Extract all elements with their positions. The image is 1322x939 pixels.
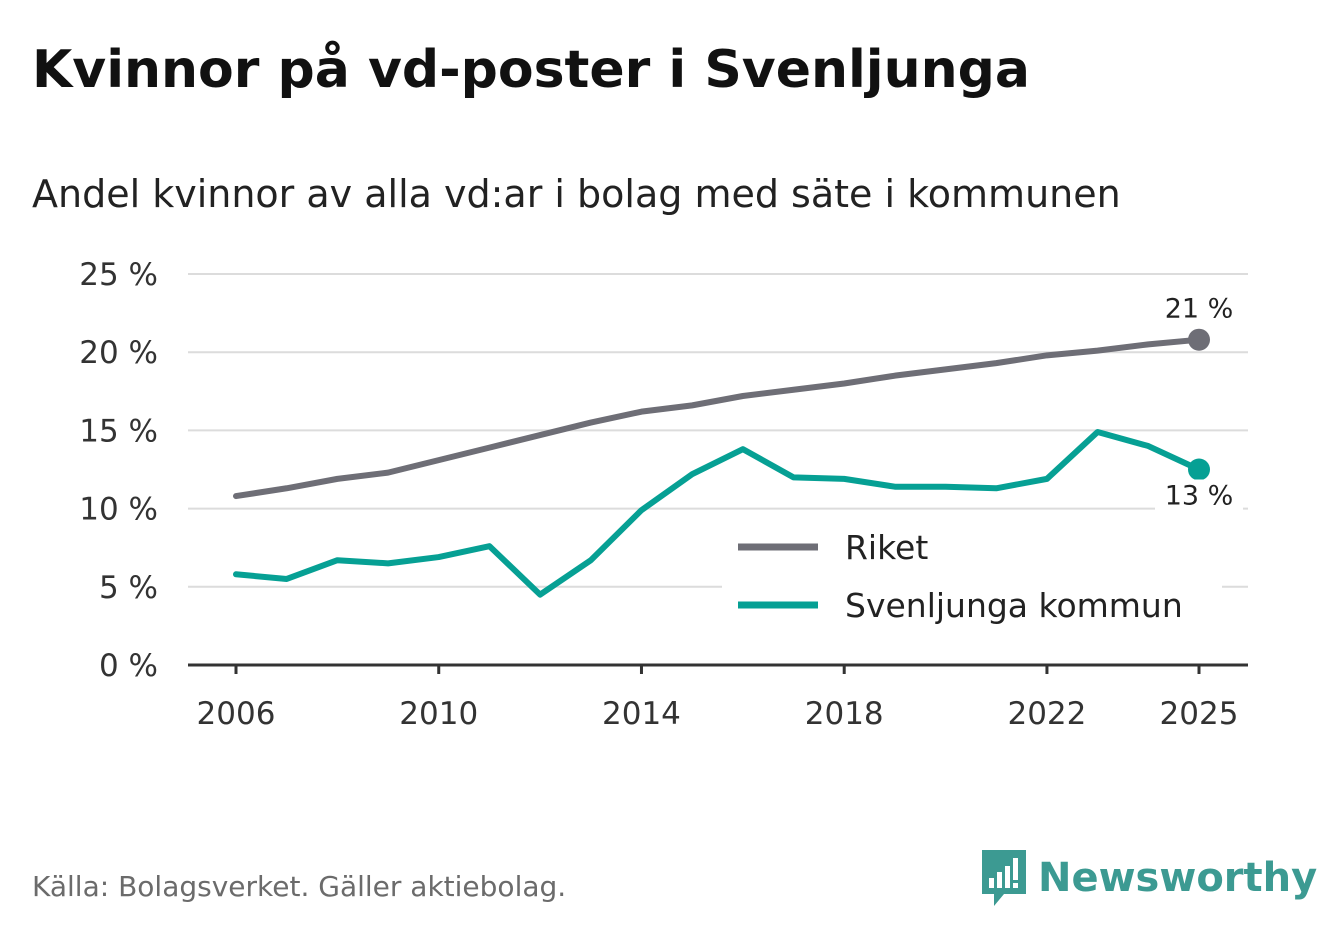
x-tick-label: 2006 — [197, 696, 276, 732]
brand-logo[interactable]: Newsworthy — [980, 848, 1317, 908]
x-axis-ticks: 2006 2010 2014 2018 2022 2025 — [188, 663, 1248, 732]
x-tick-label: 2014 — [602, 696, 681, 732]
legend-box — [722, 519, 1222, 631]
y-tick-label: 10 % — [79, 492, 158, 528]
series-end-point — [1188, 328, 1210, 351]
x-tick-label: 2018 — [805, 696, 884, 732]
y-tick-label: 0 % — [99, 648, 158, 684]
end-label-bg — [1155, 479, 1243, 512]
end-label-svenljunga: 13 % — [1165, 481, 1234, 512]
legend-label: Riket — [845, 528, 928, 567]
y-tick-label: 20 % — [79, 335, 158, 371]
y-axis-ticks: 0 % 5 % 10 % 15 % 20 % 25 % — [79, 257, 158, 684]
x-tick-label: 2022 — [1007, 696, 1086, 732]
series-lines — [233, 328, 1210, 598]
chart-title: Kvinnor på vd-poster i Svenljunga — [32, 40, 1030, 100]
chart-subtitle: Andel kvinnor av alla vd:ar i bolag med … — [32, 172, 1121, 216]
source-note: Källa: Bolagsverket. Gäller aktiebolag. — [32, 870, 567, 903]
y-tick-label: 15 % — [79, 413, 158, 449]
y-tick-label: 25 % — [79, 257, 158, 293]
x-tick-label: 2025 — [1160, 696, 1239, 732]
series-line-svenljunga — [233, 428, 1202, 598]
legend: Riket Svenljunga kommun — [722, 519, 1222, 631]
legend-label: Svenljunga kommun — [845, 586, 1183, 625]
end-label-riket: 21 % — [1165, 294, 1234, 325]
y-tick-label: 5 % — [99, 570, 158, 606]
series-line-riket — [233, 336, 1202, 500]
series-end-point — [1188, 458, 1210, 481]
brand-name: Newsworthy — [1038, 855, 1318, 901]
x-tick-label: 2010 — [399, 696, 478, 732]
end-labels: 21 % 13 % — [1155, 294, 1243, 512]
newsworthy-bar-chart-icon — [982, 850, 1026, 906]
